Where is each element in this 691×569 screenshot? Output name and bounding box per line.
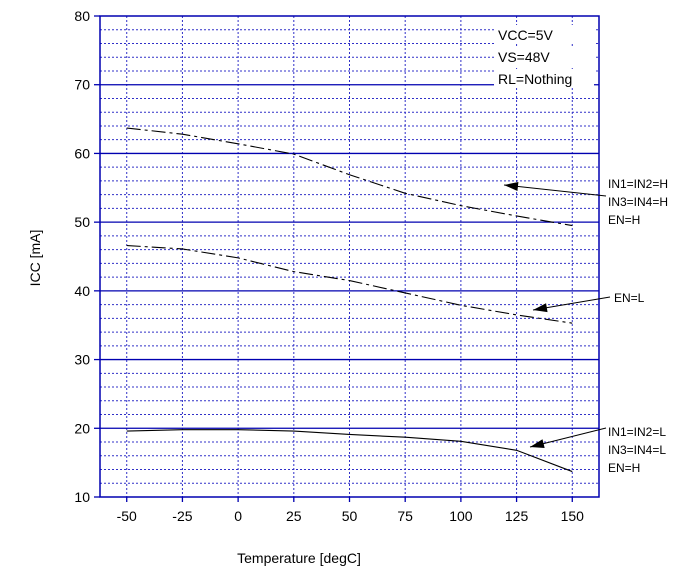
y-tick-label: 40 (74, 283, 90, 299)
condition-label-bg (494, 25, 594, 44)
y-tick-label: 60 (74, 145, 90, 161)
condition-label: VS=48V (498, 49, 550, 65)
x-tick-label: 100 (449, 508, 473, 524)
y-tick-label: 10 (74, 489, 90, 505)
condition-label: RL=Nothing (498, 71, 572, 87)
x-tick-label: 0 (234, 508, 242, 524)
condition-label: VCC=5V (498, 27, 554, 43)
annotation-arrowhead (530, 439, 545, 448)
series-annotation-label: EN=H (608, 213, 640, 227)
condition-label-bg (494, 69, 594, 88)
series-annotation-label: IN1=IN2=L (608, 425, 666, 439)
x-tick-label: -50 (117, 508, 137, 524)
series-annotation-label: IN1=IN2=H (608, 177, 668, 191)
series-line-2 (126, 244, 573, 324)
annotation-arrow-line (503, 184, 607, 197)
series-annotation-label: IN3=IN4=L (608, 443, 666, 457)
y-tick-label: 20 (74, 420, 90, 436)
y-axis-title: ICC [mA] (27, 230, 43, 287)
y-tick-label: 80 (74, 8, 90, 24)
series-annotation-label: EN=L (614, 291, 645, 305)
x-axis-title: Temperature [degC] (237, 550, 361, 566)
series-layer (126, 127, 573, 473)
series-line-1 (126, 127, 573, 227)
annotation-arrowhead (504, 182, 519, 191)
condition-label-bg (494, 47, 594, 66)
x-tick-label: 50 (342, 508, 358, 524)
annotation-arrowhead (533, 303, 548, 313)
minor-grid (100, 16, 599, 497)
x-axis-ticks: -50 -25 0 25 50 75 100 125 150 (117, 497, 585, 524)
x-tick-label: 75 (397, 508, 413, 524)
y-axis-ticks: 10 20 30 40 50 60 70 80 (74, 8, 100, 505)
x-tick-label: 25 (286, 508, 302, 524)
series-annotation-label: IN3=IN4=H (608, 195, 668, 209)
x-tick-label: 125 (505, 508, 529, 524)
y-tick-label: 70 (74, 77, 90, 93)
series-line-3 (126, 429, 573, 473)
y-tick-label: 30 (74, 352, 90, 368)
annotations: IN1=IN2=H IN3=IN4=H EN=H EN=L IN1=IN2=L IN3=I… (503, 177, 668, 475)
series-annotation-label: EN=H (608, 461, 640, 475)
y-tick-label: 50 (74, 214, 90, 230)
x-tick-label: 150 (561, 508, 585, 524)
conditions-box: VCC=5V VS=48V RL=Nothing (494, 25, 594, 88)
x-tick-label: -25 (172, 508, 192, 524)
